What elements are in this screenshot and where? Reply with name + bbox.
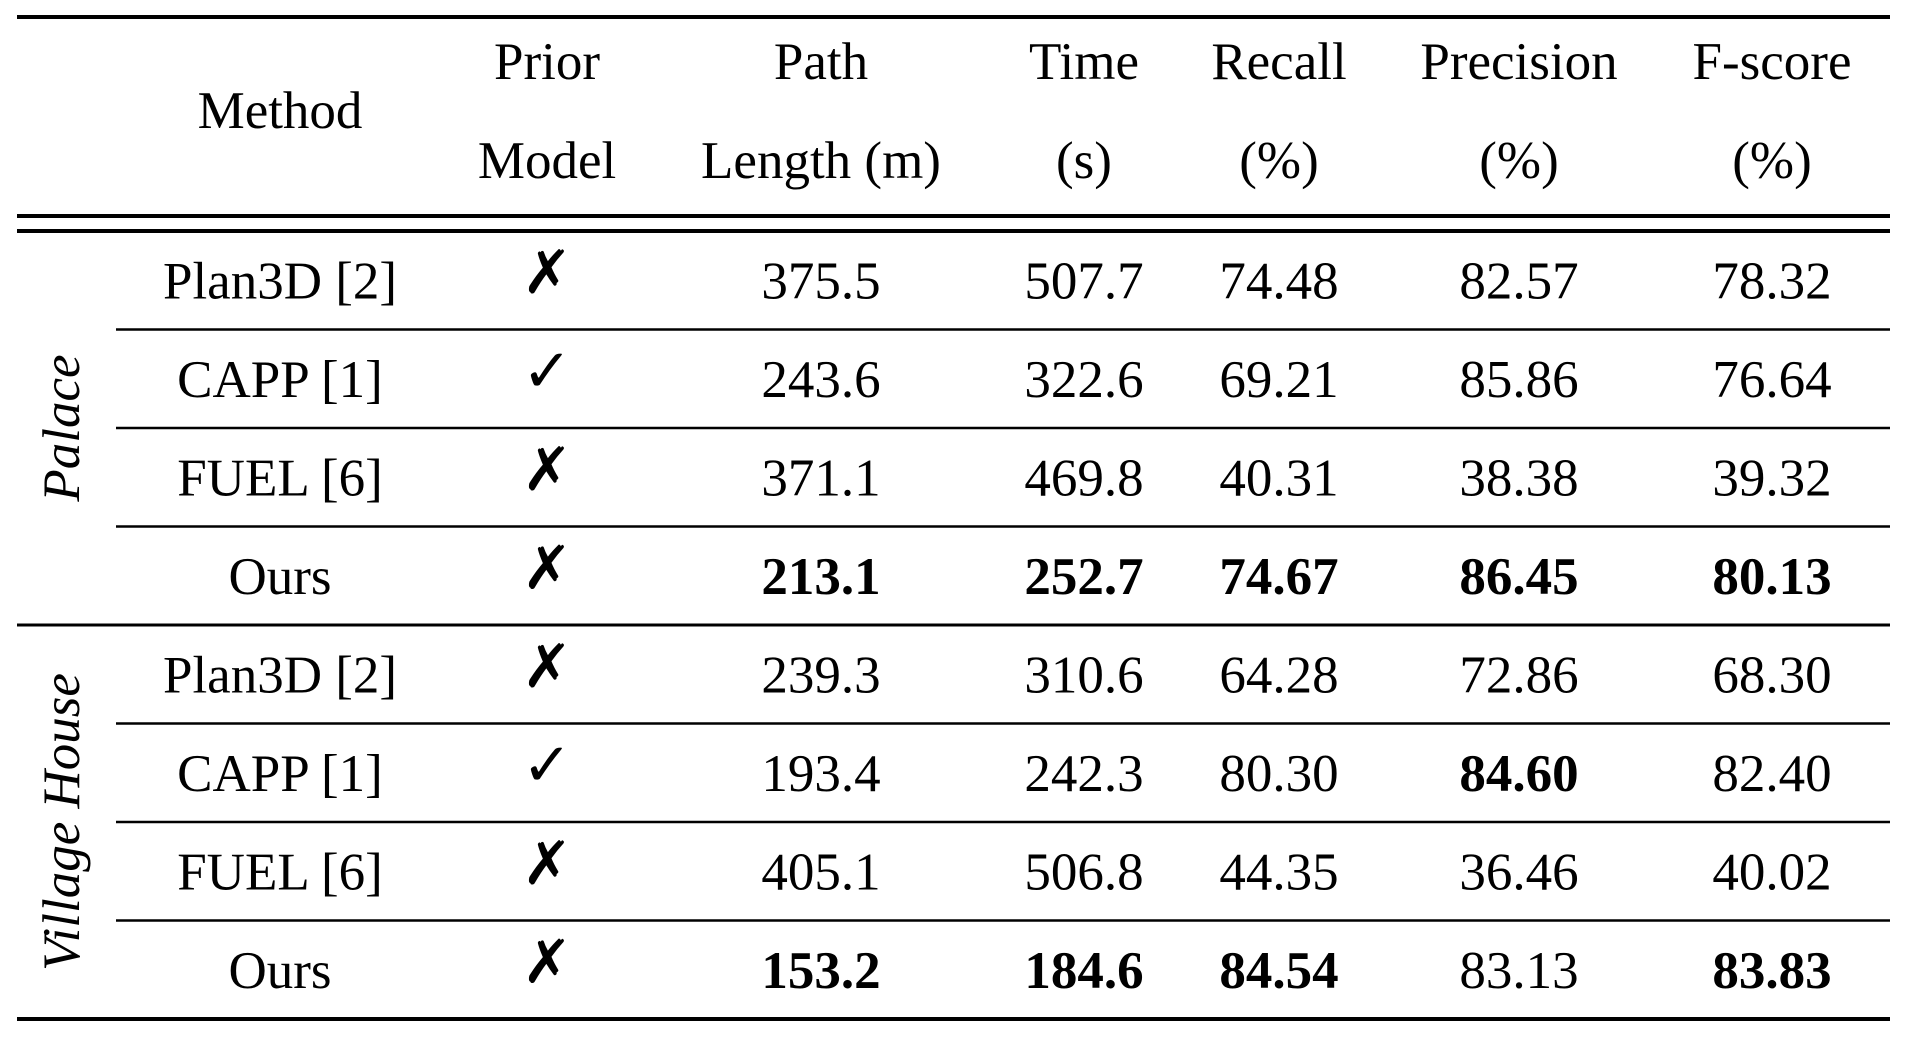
header-cell: Method [198, 82, 363, 140]
prior-model-mark: ✗ [522, 435, 572, 505]
value-cell: 80.13 [1712, 548, 1831, 606]
method-cell: Plan3D [2] [163, 646, 397, 704]
value-cell: 76.64 [1712, 351, 1831, 409]
value-cell: 82.57 [1459, 252, 1578, 310]
value-cell: 72.86 [1459, 646, 1578, 704]
prior-model-mark: ✗ [522, 238, 572, 308]
value-cell: 310.6 [1024, 646, 1143, 704]
header-cell: (%) [1239, 132, 1318, 190]
header-cell: Recall [1211, 33, 1346, 91]
header-cell: Model [478, 132, 616, 190]
prior-model-mark: ✗ [522, 829, 572, 899]
value-cell: 243.6 [761, 351, 880, 409]
header-cell: (%) [1479, 132, 1558, 190]
group-label: Village House [33, 673, 91, 971]
value-cell: 68.30 [1712, 646, 1831, 704]
value-cell: 38.38 [1459, 449, 1578, 507]
header-cell: (s) [1056, 132, 1112, 190]
value-cell: 83.13 [1459, 942, 1578, 1000]
value-cell: 371.1 [761, 449, 880, 507]
value-cell: 375.5 [761, 252, 880, 310]
value-cell: 506.8 [1024, 843, 1143, 901]
value-cell: 74.67 [1219, 548, 1338, 606]
value-cell: 239.3 [761, 646, 880, 704]
method-cell: CAPP [1] [177, 351, 383, 409]
value-cell: 40.02 [1712, 843, 1831, 901]
prior-model-mark: ✗ [522, 533, 572, 603]
value-cell: 78.32 [1712, 252, 1831, 310]
prior-model-mark: ✗ [522, 927, 572, 997]
value-cell: 83.83 [1712, 942, 1831, 1000]
header-cell: Time [1029, 33, 1139, 91]
value-cell: 85.86 [1459, 351, 1578, 409]
header-cell: Path [774, 33, 868, 91]
value-cell: 74.48 [1219, 252, 1338, 310]
value-cell: 242.3 [1024, 745, 1143, 803]
value-cell: 153.2 [761, 942, 880, 1000]
value-cell: 84.60 [1459, 745, 1578, 803]
value-cell: 39.32 [1712, 449, 1831, 507]
value-cell: 507.7 [1024, 252, 1143, 310]
group-label: Palace [33, 354, 91, 502]
value-cell: 44.35 [1219, 843, 1338, 901]
header-cell: Prior [494, 33, 600, 91]
value-cell: 252.7 [1024, 548, 1143, 606]
method-cell: Ours [228, 548, 331, 606]
value-cell: 69.21 [1219, 351, 1338, 409]
method-cell: FUEL [6] [177, 449, 383, 507]
header-cell: (%) [1732, 132, 1811, 190]
value-cell: 469.8 [1024, 449, 1143, 507]
value-cell: 80.30 [1219, 745, 1338, 803]
header-cell: Length (m) [701, 132, 941, 190]
prior-model-mark: ✓ [522, 730, 572, 800]
prior-model-mark: ✓ [522, 336, 572, 406]
value-cell: 193.4 [761, 745, 880, 803]
header-cell: Precision [1420, 33, 1617, 91]
prior-model-mark: ✗ [522, 632, 572, 702]
value-cell: 84.54 [1219, 942, 1338, 1000]
method-cell: Plan3D [2] [163, 252, 397, 310]
value-cell: 64.28 [1219, 646, 1338, 704]
value-cell: 184.6 [1024, 942, 1143, 1000]
value-cell: 405.1 [761, 843, 880, 901]
value-cell: 36.46 [1459, 843, 1578, 901]
value-cell: 86.45 [1459, 548, 1578, 606]
method-cell: FUEL [6] [177, 843, 383, 901]
value-cell: 213.1 [761, 548, 880, 606]
value-cell: 322.6 [1024, 351, 1143, 409]
method-cell: Ours [228, 942, 331, 1000]
method-cell: CAPP [1] [177, 745, 383, 803]
value-cell: 40.31 [1219, 449, 1338, 507]
value-cell: 82.40 [1712, 745, 1831, 803]
header-cell: F-score [1693, 33, 1852, 91]
